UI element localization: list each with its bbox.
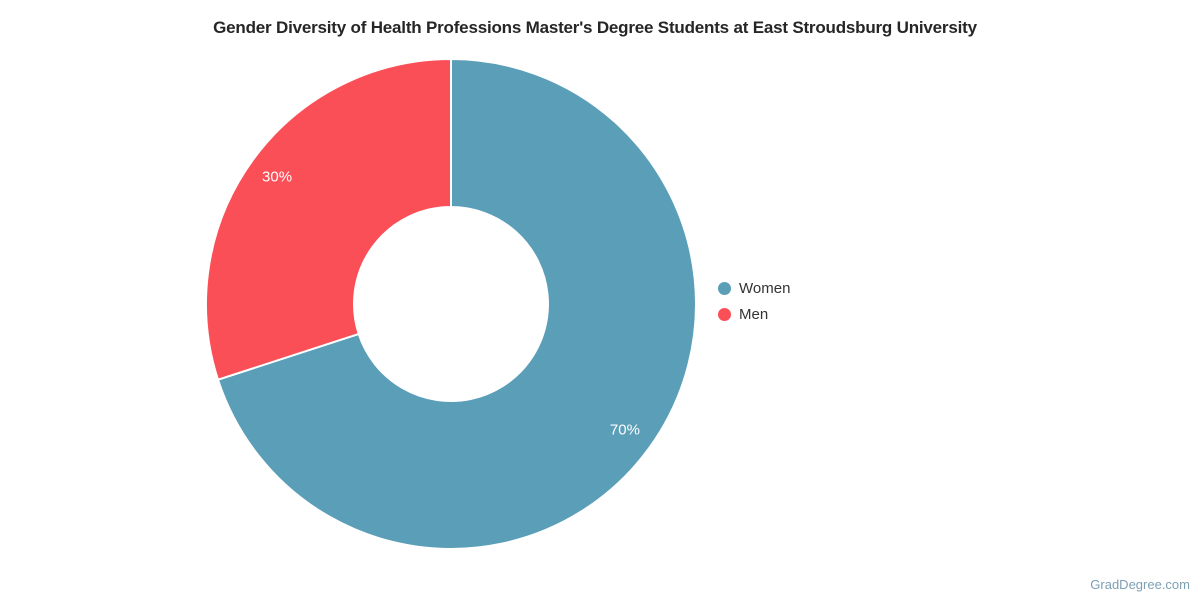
slice-label-men: 30% <box>262 169 292 186</box>
legend-marker-men-icon <box>718 308 731 321</box>
slice-label-women: 70% <box>610 421 640 438</box>
legend-item-women[interactable]: Women <box>718 278 790 299</box>
pie-slice-women[interactable] <box>216 58 697 550</box>
chart-title: Gender Diversity of Health Professions M… <box>213 18 977 37</box>
legend-marker-women-icon <box>718 282 731 295</box>
pie-slice-men[interactable] <box>205 58 452 381</box>
legend-item-men[interactable]: Men <box>718 304 790 325</box>
legend-label-women: Women <box>739 280 791 297</box>
legend: Women Men <box>718 278 790 325</box>
legend-label-men: Men <box>739 306 769 323</box>
watermark-link[interactable]: GradDegree.com <box>1090 577 1190 592</box>
